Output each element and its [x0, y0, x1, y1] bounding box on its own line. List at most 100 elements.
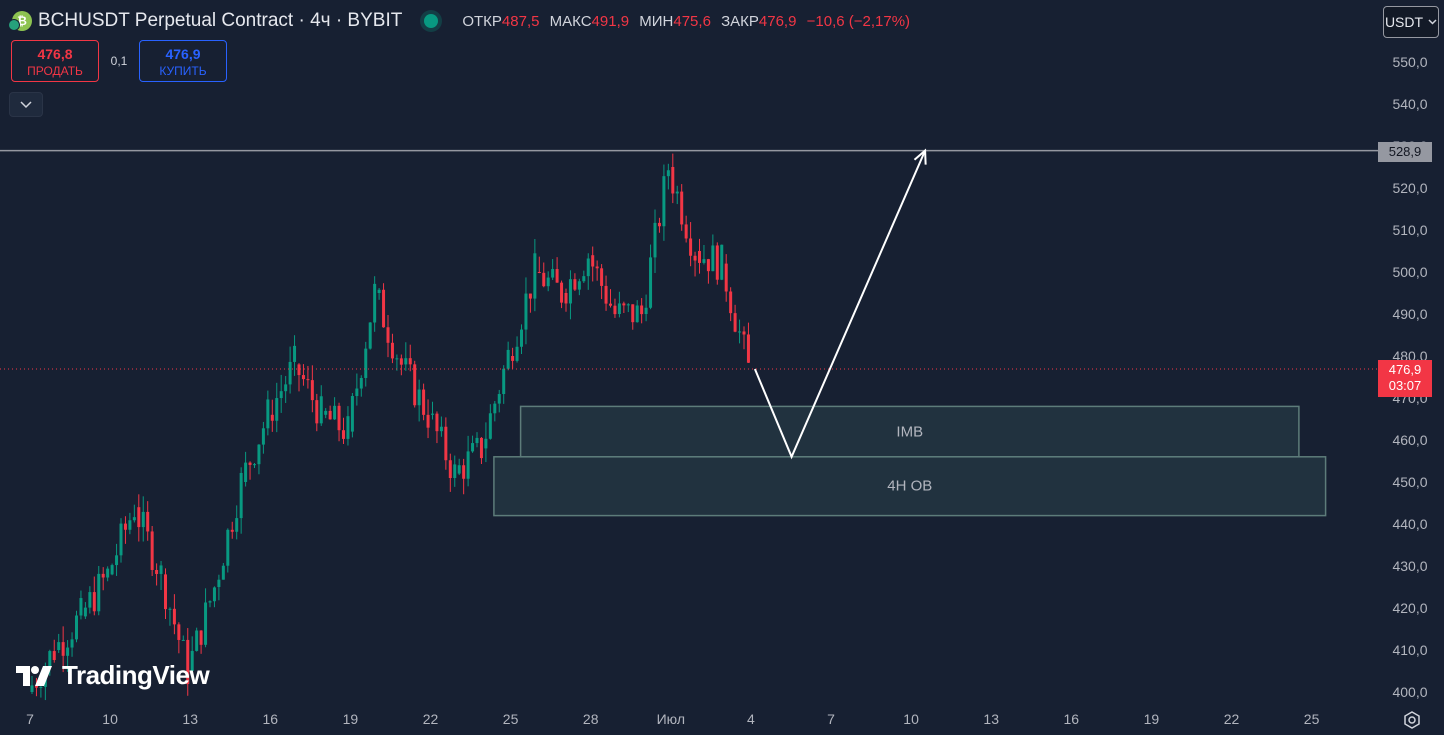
projection-path	[753, 148, 927, 460]
candle-body	[261, 428, 265, 445]
candle-body	[150, 531, 154, 570]
candle-body	[542, 272, 546, 287]
candle-body	[626, 304, 630, 306]
candle-body	[702, 259, 706, 263]
candle-body	[306, 379, 310, 381]
candle-body	[181, 639, 185, 641]
candle-body	[684, 224, 688, 239]
candle-body	[742, 331, 746, 335]
candle-body	[390, 342, 394, 359]
trade-panel: 476,8 ПРОДАТЬ 0,1 476,9 КУПИТЬ	[11, 40, 227, 82]
candle-body	[221, 565, 225, 580]
collapse-legend-button[interactable]	[9, 92, 43, 117]
candle-body	[506, 349, 510, 369]
market-status-icon[interactable]	[424, 14, 439, 28]
candle-body	[66, 647, 70, 656]
candle-body	[275, 398, 279, 421]
candle-body	[266, 399, 270, 429]
candle-body	[195, 630, 199, 651]
candle-body	[471, 443, 475, 452]
candle-body	[426, 414, 430, 428]
candle-body	[204, 602, 208, 645]
low-value: 475,6	[673, 12, 711, 30]
sell-button[interactable]: 476,8 ПРОДАТЬ	[11, 40, 99, 82]
ohlc-values: ОТКР487,5 МАКС491,9 МИН475,6 ЗАКР476,9 −…	[456, 13, 910, 30]
currency-label: USDT	[1384, 14, 1424, 30]
candle-body	[551, 269, 555, 278]
candle-body	[279, 391, 283, 399]
projection-line	[753, 150, 927, 460]
time-tick-label: Июл	[657, 711, 685, 727]
candle-body	[70, 639, 74, 648]
candle-body	[328, 410, 332, 420]
bitcoin-cash-icon[interactable]: ₿	[8, 11, 32, 31]
candle-body	[235, 518, 239, 532]
price-tick-label: 550,0	[1392, 54, 1427, 70]
candle-body	[293, 345, 297, 362]
candle-body	[57, 642, 61, 650]
chevron-down-icon	[1428, 19, 1437, 25]
countdown-value: 03:07	[1388, 378, 1422, 393]
candle-body	[706, 259, 710, 272]
candle-body	[435, 413, 439, 432]
symbol-title[interactable]: BCHUSDT Perpetual Contract · 4ч · BYBIT	[38, 10, 403, 31]
price-tick-label: 520,0	[1392, 180, 1427, 196]
candle-body	[497, 394, 501, 404]
candle-body	[617, 303, 621, 314]
candle-body	[484, 438, 488, 449]
candle-body	[609, 303, 612, 306]
tradingview-logo[interactable]: TradingView	[16, 660, 210, 691]
candle-body	[653, 222, 657, 258]
candle-body	[493, 403, 497, 414]
candle-body	[253, 464, 256, 466]
price-tick-label: 410,0	[1392, 642, 1427, 658]
time-tick-label: 19	[343, 711, 359, 727]
candle-body	[226, 529, 230, 566]
candle-body	[662, 176, 666, 227]
candle-body	[177, 624, 181, 640]
candle-body	[720, 244, 724, 280]
candle-body	[288, 361, 292, 385]
candle-body	[537, 272, 541, 273]
candle-body	[413, 364, 417, 406]
candle-body	[635, 305, 639, 323]
candle-body	[333, 405, 337, 420]
candle-body	[528, 293, 532, 299]
candle-body	[666, 170, 670, 177]
time-tick-label: 22	[423, 711, 439, 727]
candle-body	[404, 358, 408, 365]
candle-body	[257, 444, 261, 465]
candle-body	[137, 507, 141, 528]
projection-arrowhead	[913, 148, 927, 165]
candle-body	[48, 651, 52, 668]
candle-body	[110, 565, 114, 575]
time-tick-label: 7	[26, 711, 34, 727]
candle-body	[270, 414, 274, 421]
candle-body	[324, 410, 328, 415]
level-price-tag: 528,9	[1378, 142, 1432, 162]
price-tick-label: 420,0	[1392, 600, 1427, 616]
candle-body	[208, 601, 212, 603]
settings-icon[interactable]	[1402, 710, 1422, 730]
candle-body	[457, 465, 461, 474]
candle-body	[141, 511, 145, 528]
candle-body	[640, 305, 644, 315]
candle-body	[671, 167, 675, 194]
spread-value: 0,1	[110, 54, 128, 68]
chevron-down-icon	[20, 100, 32, 108]
candle-body	[453, 464, 457, 479]
candle-body	[475, 437, 479, 444]
currency-selector[interactable]: USDT	[1383, 6, 1439, 38]
candle-body	[680, 191, 684, 225]
candle-body	[524, 293, 528, 330]
candle-body	[128, 520, 132, 530]
zone-label: IMB	[896, 423, 924, 441]
candle-body	[373, 283, 377, 323]
time-tick-label: 25	[503, 711, 519, 727]
candle-body	[83, 607, 87, 617]
buy-button[interactable]: 476,9 КУПИТЬ	[139, 40, 227, 82]
time-tick-label: 25	[1304, 711, 1320, 727]
open-label: ОТКР	[462, 12, 502, 30]
price-tick-label: 510,0	[1392, 222, 1427, 238]
